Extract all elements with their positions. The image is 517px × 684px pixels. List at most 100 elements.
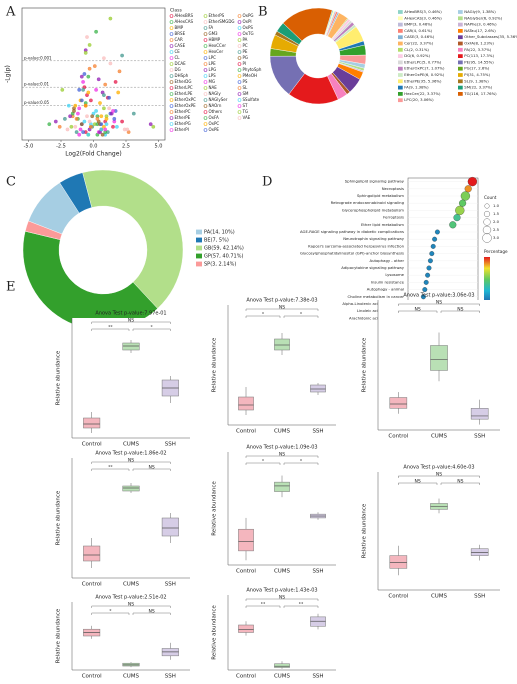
legend-marker	[237, 98, 242, 102]
significance-label: *	[300, 312, 303, 318]
point	[57, 124, 62, 129]
legend-label: AHexBRS	[175, 13, 194, 18]
size-legend-marker	[482, 233, 492, 243]
legend-marker	[237, 62, 242, 66]
significance-label: NS	[279, 305, 285, 311]
pie-slice	[82, 169, 184, 309]
point	[81, 80, 85, 84]
legend-label: SP(3, 2.14%)	[204, 262, 236, 268]
point	[79, 122, 84, 127]
legend-swatch	[398, 79, 403, 84]
legend-label: SL	[243, 85, 249, 90]
legend-marker	[203, 14, 208, 18]
legend-label: LPE	[209, 61, 217, 66]
box	[238, 528, 254, 552]
significance-bracket	[398, 310, 438, 313]
point	[53, 119, 58, 124]
x-tick-label: CUMS	[123, 674, 140, 680]
panel-label: A	[5, 5, 16, 20]
legend-marker	[203, 80, 208, 84]
x-tick-label: Control	[388, 594, 408, 600]
point	[79, 98, 84, 103]
y-tick-label: Glycosylphosphatidylinositol (GPI)-ancho…	[300, 251, 404, 256]
significance-bracket	[245, 598, 319, 601]
legend-swatch	[196, 245, 202, 251]
point	[60, 87, 65, 92]
point	[111, 124, 115, 129]
legend-marker	[237, 20, 242, 24]
legend-label: VAE	[243, 115, 251, 120]
significance-label: NS	[149, 609, 155, 615]
legend-label: DG(6, 0.92%)	[404, 53, 430, 58]
legend-label: EtherDG	[175, 79, 192, 84]
box	[389, 555, 408, 569]
y-tick-label: Sphingolipid metabolism	[357, 193, 404, 198]
chart-title: Anova Test p-value:7.38e-03	[246, 298, 317, 304]
legend-label: SM(22, 3.37%)	[464, 85, 492, 90]
legend-label: EtherPE	[175, 115, 191, 120]
legend-label: EtherSMGDG	[209, 19, 235, 24]
legend-marker	[237, 14, 242, 18]
legend-swatch	[458, 16, 463, 21]
point	[81, 87, 85, 92]
legend-swatch	[398, 16, 403, 21]
legend-label: NAE	[209, 85, 218, 90]
point	[115, 124, 119, 129]
legend-label: NAPhe(3, 0.46%)	[464, 22, 497, 27]
y-tick-label: Sphingolipid signaling pathway	[345, 179, 405, 184]
y-tick-label: Choline metabolism in cancer	[348, 294, 405, 299]
legend-label: BMP	[175, 25, 184, 30]
legend-swatch	[196, 237, 202, 243]
legend-marker	[169, 56, 174, 60]
bubble	[453, 214, 461, 222]
legend-label: EtherPI	[175, 127, 189, 132]
legend-marker	[203, 38, 208, 42]
legend-marker	[237, 92, 242, 96]
significance-bracket	[91, 468, 130, 471]
legend-label: LPG	[209, 67, 217, 72]
box	[274, 481, 290, 492]
point	[69, 124, 74, 129]
significance-label: NS	[436, 472, 442, 478]
significance-label: NS	[128, 458, 134, 464]
legend-label: EtherLPC(5, 0.77%)	[404, 59, 442, 64]
legend-label: PS	[243, 79, 248, 84]
point	[81, 130, 85, 134]
legend-marker	[169, 44, 174, 48]
legend-swatch	[458, 54, 463, 58]
bubble	[427, 258, 433, 264]
significance-label: **	[299, 602, 304, 608]
legend-swatch	[398, 73, 403, 77]
x-tick-label: -2.5	[56, 144, 66, 150]
bubble	[422, 287, 428, 293]
point	[83, 103, 88, 108]
significance-label: NS	[415, 479, 421, 485]
point	[120, 53, 124, 58]
box	[470, 548, 489, 556]
panel-label: C	[6, 175, 16, 190]
legend-swatch	[398, 92, 403, 96]
legend-marker	[237, 26, 242, 30]
size-legend-marker	[482, 225, 492, 235]
legend-swatch	[458, 60, 463, 65]
point	[116, 90, 121, 95]
point	[79, 74, 84, 79]
y-tick-label: Retrograde endocannabinoid signaling	[331, 200, 405, 205]
point	[104, 117, 109, 121]
legend-label: PA(14, 10%)	[204, 230, 235, 236]
legend-label: PhytoSph	[243, 67, 262, 72]
threshold-label: p-value:0.001	[24, 55, 52, 60]
y-tick-label: Lysosome	[385, 272, 404, 277]
point	[94, 29, 98, 34]
point	[82, 119, 87, 124]
point	[107, 106, 111, 111]
legend-swatch	[458, 41, 463, 46]
legend-label: LPS	[209, 73, 217, 78]
legend-label: HexCer(22, 3.37%)	[404, 91, 441, 96]
y-tick-label: Arachidonic acid metabolism	[349, 315, 404, 320]
panel-label: E	[6, 280, 16, 295]
legend-marker	[237, 86, 242, 90]
significance-bracket	[398, 482, 438, 485]
point	[120, 119, 124, 124]
